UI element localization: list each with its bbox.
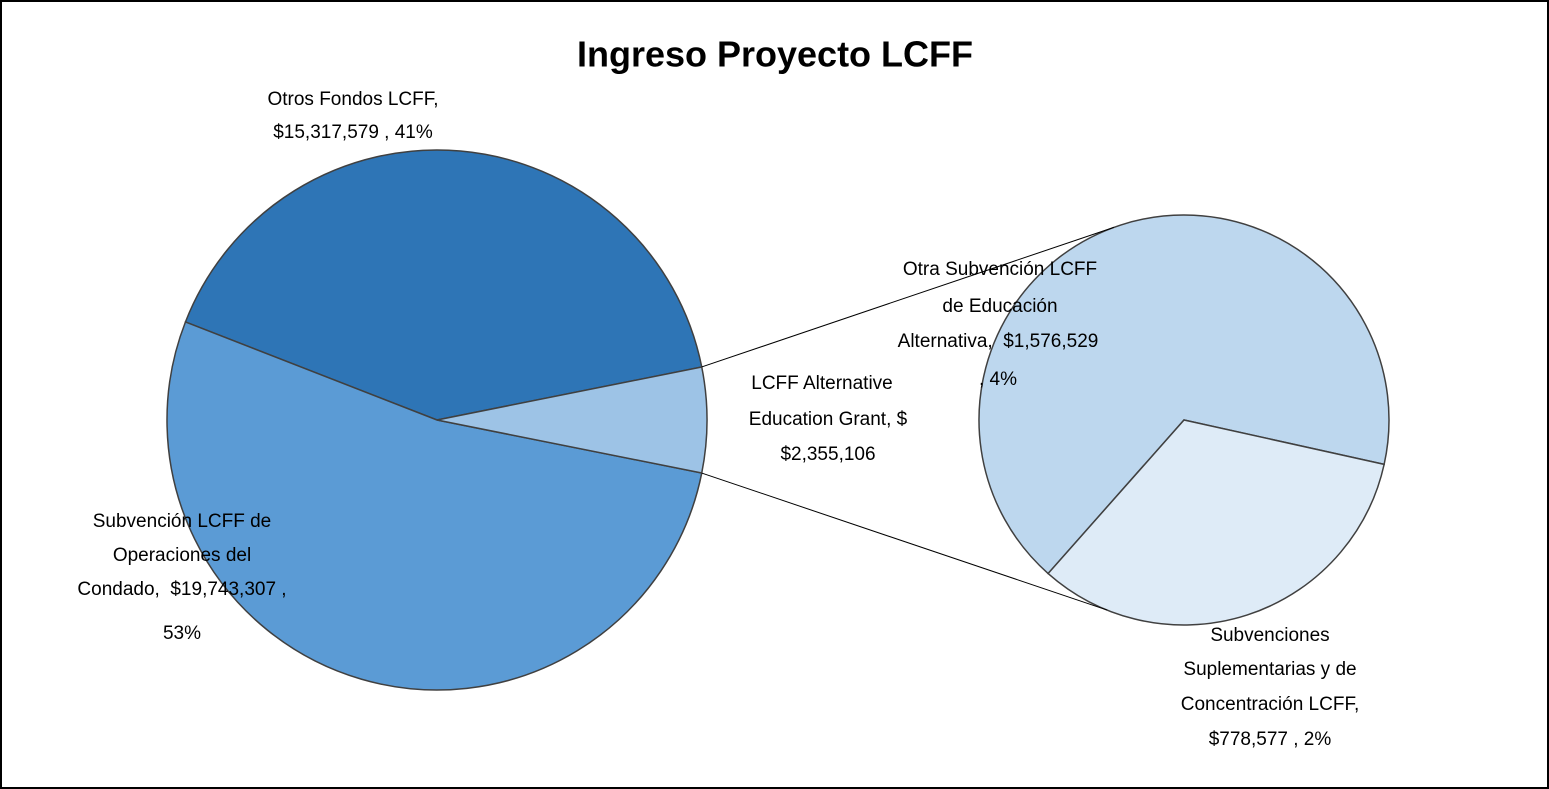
pie-slice bbox=[436, 366, 708, 474]
slice-label: $2,355,106 bbox=[780, 444, 875, 465]
connector-line bbox=[701, 226, 1115, 368]
pie-slice bbox=[166, 320, 703, 691]
detail-label: Suplementarias y de bbox=[1183, 659, 1356, 680]
slice-label: Education Grant, $ bbox=[749, 409, 908, 430]
detail-slice bbox=[1047, 419, 1386, 626]
detail-label: Concentración LCFF, bbox=[1181, 694, 1359, 715]
detail-slice bbox=[978, 214, 1390, 575]
detail-label: Alternativa, $1,576,529 bbox=[898, 331, 1099, 352]
slice-label: 53% bbox=[163, 623, 201, 644]
detail-label: Otra Subvención LCFF bbox=[903, 259, 1097, 280]
pie-slice bbox=[184, 149, 703, 421]
slice-label: Subvención LCFF de bbox=[93, 511, 272, 532]
detail-label: , 4% bbox=[979, 369, 1017, 390]
chart-title: Ingreso Proyecto LCFF bbox=[577, 34, 973, 75]
slice-label: Condado, $19,743,307 , bbox=[77, 579, 286, 600]
slice-label: Operaciones del bbox=[113, 545, 251, 566]
connector-line bbox=[701, 472, 1108, 611]
detail-label: de Educación bbox=[942, 296, 1057, 317]
slice-label: LCFF Alternative bbox=[751, 373, 893, 394]
slice-label: $15,317,579 , 41% bbox=[273, 122, 433, 143]
detail-label: Subvenciones bbox=[1210, 625, 1329, 646]
detail-label: $778,577 , 2% bbox=[1209, 729, 1332, 750]
slice-label: Otros Fondos LCFF, bbox=[267, 89, 438, 110]
